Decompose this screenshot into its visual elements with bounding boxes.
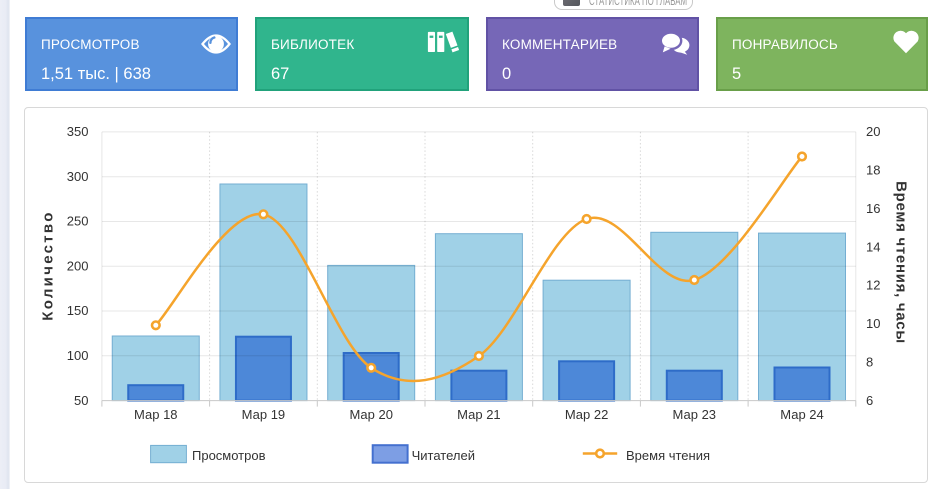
svg-text:10: 10 <box>866 316 880 331</box>
svg-text:Мар 20: Мар 20 <box>349 407 393 422</box>
svg-text:100: 100 <box>67 348 89 363</box>
svg-text:Время чтения, часы: Время чтения, часы <box>893 181 910 344</box>
svg-text:Мар 23: Мар 23 <box>673 407 717 422</box>
svg-text:Мар 19: Мар 19 <box>242 407 286 422</box>
svg-text:Просмотров: Просмотров <box>192 448 266 463</box>
svg-text:12: 12 <box>866 278 880 293</box>
svg-text:14: 14 <box>866 239 880 254</box>
svg-text:6: 6 <box>866 393 873 408</box>
svg-text:Мар 24: Мар 24 <box>780 407 824 422</box>
svg-text:Читателей: Читателей <box>412 448 475 463</box>
svg-text:350: 350 <box>67 124 89 139</box>
svg-text:20: 20 <box>866 124 880 139</box>
svg-text:150: 150 <box>67 303 89 318</box>
svg-text:200: 200 <box>67 258 89 273</box>
svg-text:250: 250 <box>67 214 89 229</box>
svg-text:18: 18 <box>866 163 880 178</box>
svg-text:Время чтения: Время чтения <box>626 448 710 463</box>
svg-text:Количество: Количество <box>40 210 57 320</box>
svg-text:Мар 22: Мар 22 <box>565 407 609 422</box>
svg-text:16: 16 <box>866 201 880 216</box>
svg-text:Мар 21: Мар 21 <box>457 407 501 422</box>
svg-text:8: 8 <box>866 354 873 369</box>
svg-text:Мар 18: Мар 18 <box>134 407 178 422</box>
svg-text:50: 50 <box>74 393 88 408</box>
svg-text:300: 300 <box>67 169 89 184</box>
